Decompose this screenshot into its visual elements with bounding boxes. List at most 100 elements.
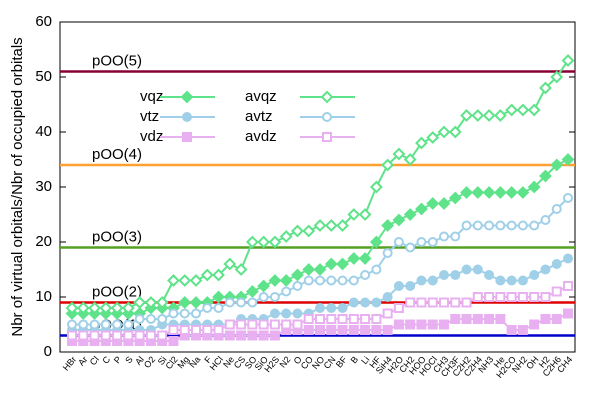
data-point (313, 263, 327, 276)
data-point (437, 197, 451, 210)
data-point (439, 270, 449, 280)
data-point (213, 325, 224, 335)
data-point (381, 219, 395, 232)
data-point (326, 325, 337, 335)
data-point (258, 330, 269, 341)
data-point (200, 268, 214, 282)
data-point (315, 303, 325, 313)
data-point (437, 125, 451, 139)
data-point (168, 308, 179, 319)
data-point (416, 319, 427, 330)
data-point (76, 301, 90, 315)
data-point (292, 281, 303, 291)
data-point (448, 125, 462, 139)
data-point (484, 314, 495, 324)
data-point (281, 308, 292, 319)
data-point (100, 319, 111, 330)
data-point (540, 215, 551, 225)
data-point (540, 292, 551, 302)
data-point (291, 224, 304, 238)
data-point (100, 330, 111, 341)
data-point (563, 281, 573, 291)
data-point (563, 193, 573, 203)
data-point (315, 325, 325, 335)
data-point (369, 235, 383, 249)
data-point (258, 292, 269, 302)
data-point (393, 319, 404, 330)
data-point (168, 336, 179, 346)
data-point (167, 274, 180, 287)
data-point (360, 314, 371, 324)
data-point (213, 303, 224, 313)
data-point (360, 270, 371, 280)
data-point (360, 325, 371, 335)
data-point (495, 292, 506, 302)
data-point (439, 297, 449, 308)
data-point (371, 314, 382, 324)
data-point (405, 297, 416, 308)
data-point (258, 319, 269, 330)
reference-label: pOO(3) (92, 228, 142, 245)
data-point (236, 330, 247, 341)
data-point (439, 319, 449, 330)
data-point (202, 325, 213, 335)
data-point (393, 303, 404, 313)
data-point (212, 290, 225, 304)
data-point (382, 308, 393, 319)
data-point (382, 325, 393, 335)
data-point (358, 252, 372, 265)
data-point (303, 325, 314, 335)
x-tick-label: HBr (61, 354, 79, 372)
data-point (427, 275, 438, 286)
data-point (493, 109, 507, 122)
legend-label: vqz (140, 88, 163, 105)
data-point (461, 297, 472, 308)
data-point (224, 319, 235, 330)
data-point (527, 103, 541, 117)
legend-marker (182, 132, 192, 142)
data-point (506, 220, 517, 231)
data-point (326, 275, 337, 286)
data-point (427, 319, 438, 330)
data-point (540, 314, 551, 324)
data-point (505, 186, 519, 199)
data-point (358, 208, 372, 221)
data-point (392, 147, 406, 161)
legend-label: avtz (245, 108, 273, 125)
y-tick-label: 0 (44, 343, 52, 360)
data-point (348, 297, 359, 308)
x-tick-label: P (112, 354, 124, 365)
data-point (99, 301, 113, 315)
data-point (189, 274, 203, 287)
data-point (123, 330, 134, 341)
data-point (223, 257, 237, 271)
data-point (179, 308, 190, 319)
data-point (112, 330, 123, 341)
data-point (88, 301, 101, 315)
data-point (67, 330, 77, 341)
x-tick-label: C (100, 354, 112, 366)
data-point (482, 109, 496, 122)
legend-marker (180, 90, 194, 104)
data-point (89, 319, 100, 330)
data-point (191, 325, 201, 335)
data-point (337, 275, 348, 286)
data-point (236, 319, 247, 330)
data-point (516, 103, 530, 117)
y-tick-label: 60 (35, 13, 52, 30)
data-point (369, 180, 383, 194)
data-point (326, 314, 337, 324)
data-point (269, 292, 280, 302)
data-point (168, 325, 179, 335)
data-point (505, 103, 519, 117)
data-point (450, 270, 461, 280)
data-point (178, 296, 192, 309)
data-point (403, 153, 417, 166)
x-tick-label: O2 (142, 354, 157, 370)
data-point (405, 242, 416, 253)
data-point (348, 275, 359, 286)
data-point (426, 197, 440, 210)
y-tick-label: 10 (35, 288, 52, 305)
data-point (517, 325, 528, 335)
legend-marker (322, 112, 332, 122)
